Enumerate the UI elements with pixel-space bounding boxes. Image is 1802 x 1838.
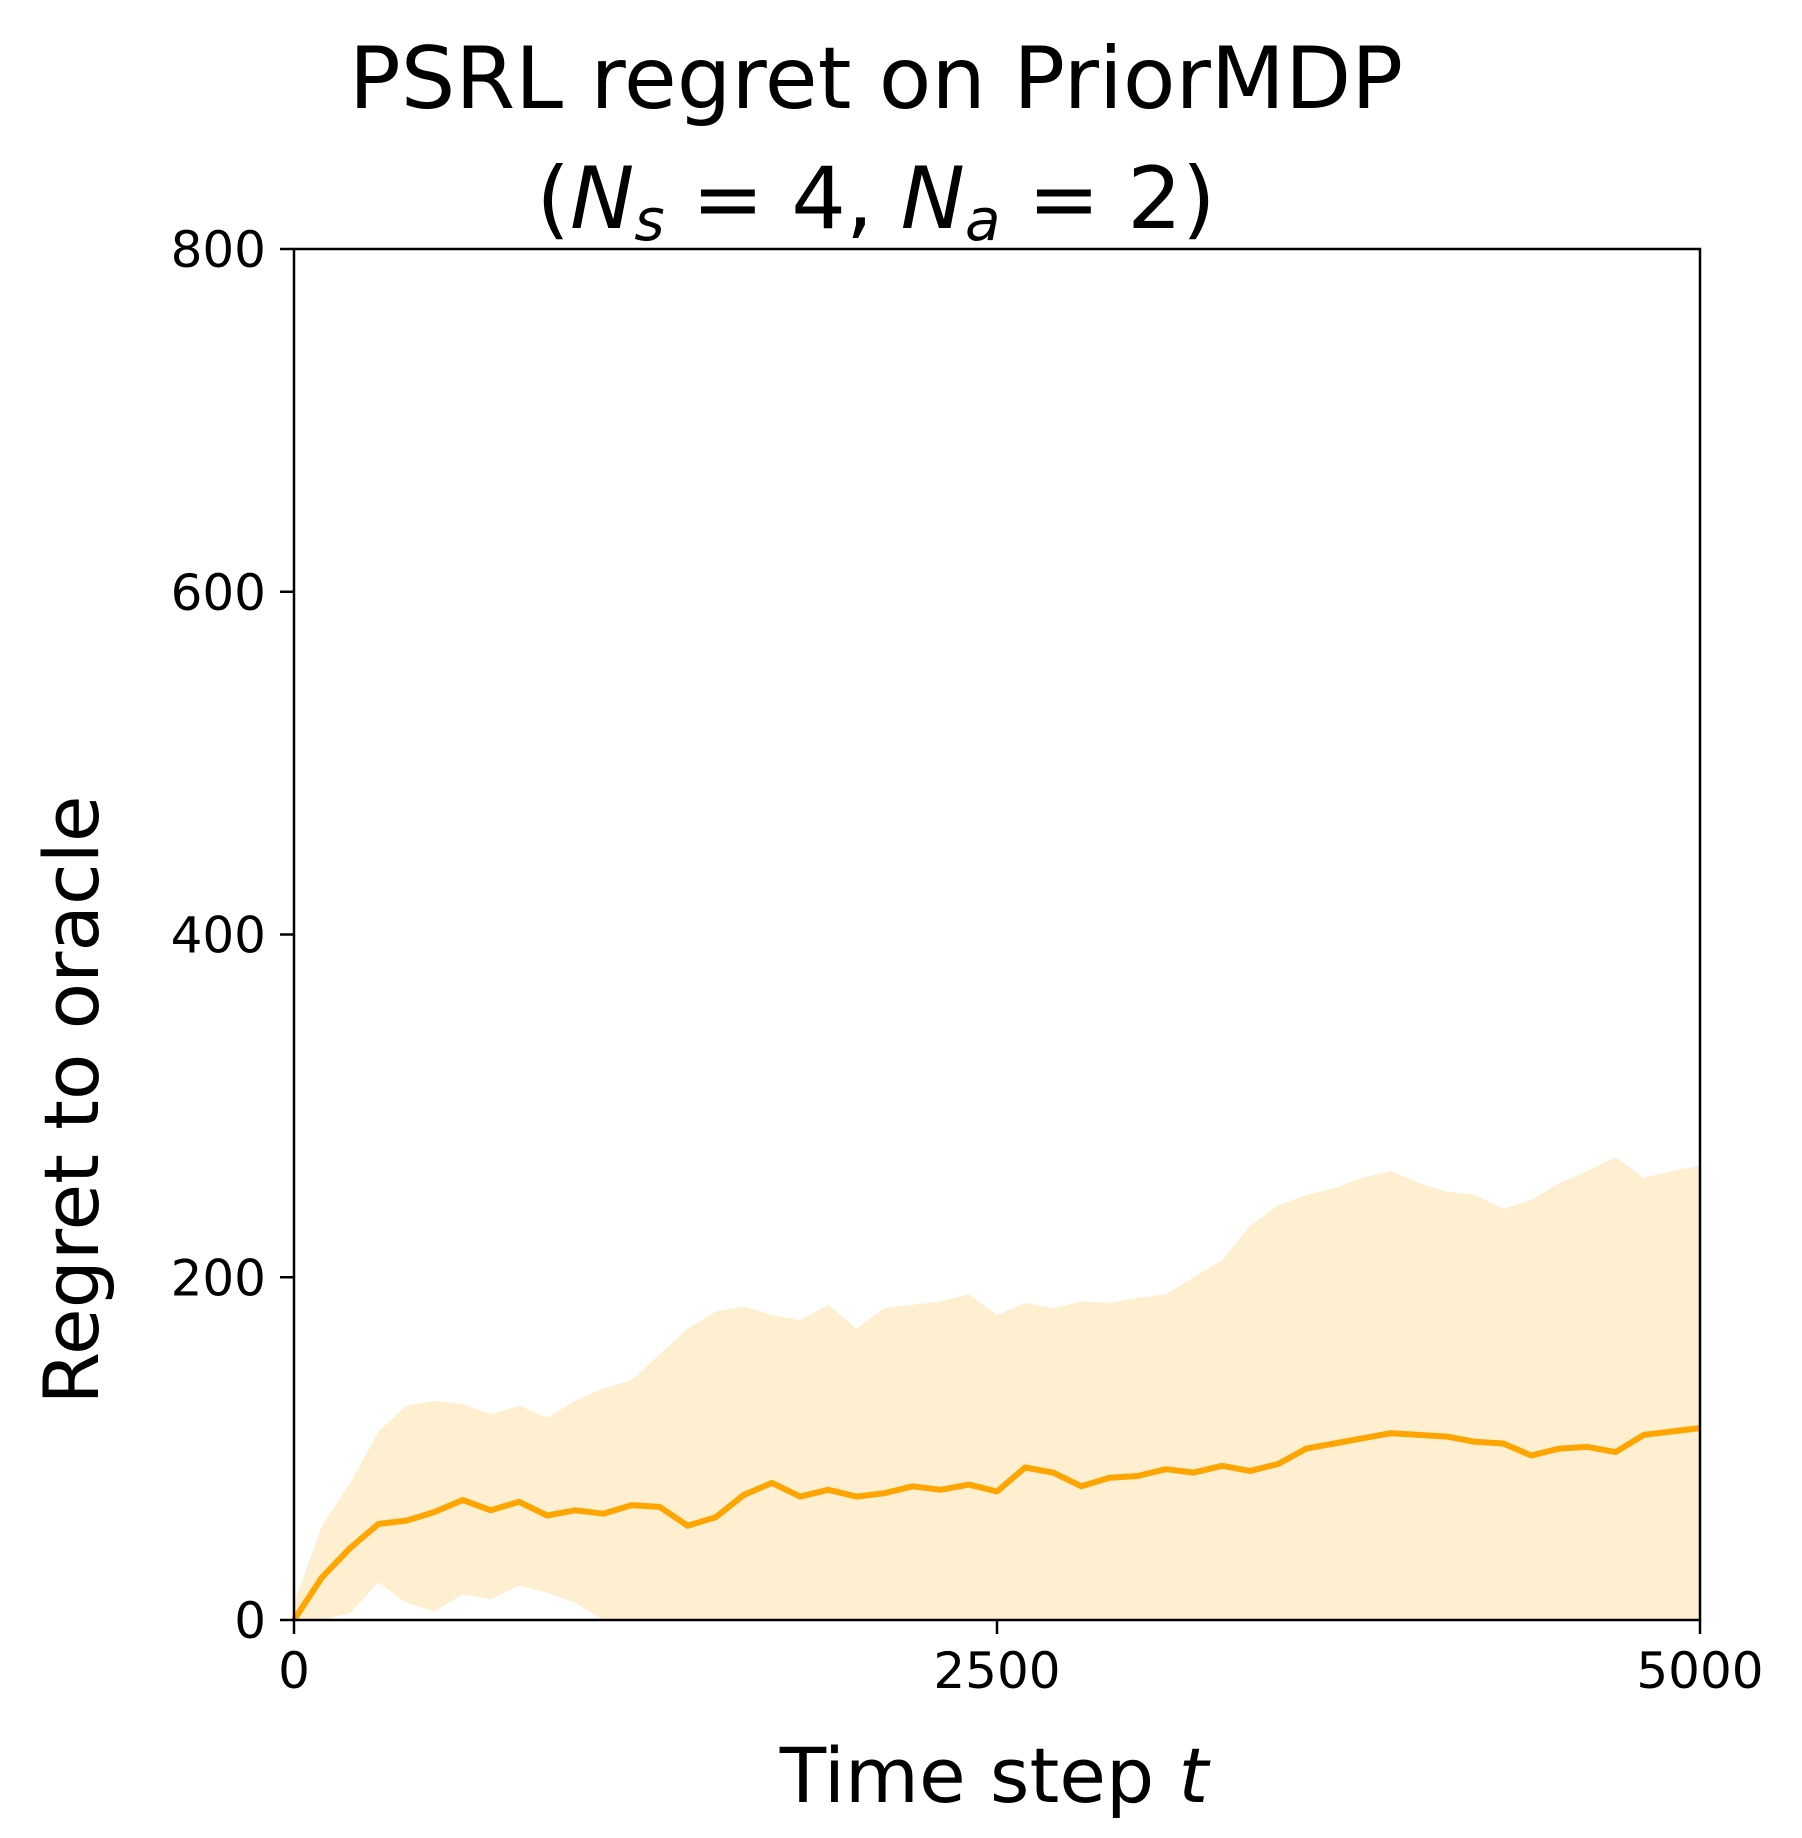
x-tick-label: 2500 <box>933 1642 1060 1700</box>
confidence-band-layer <box>294 1157 1700 1620</box>
confidence-band <box>294 1157 1700 1620</box>
x-ticks: 0 2500 5000 <box>278 1620 1764 1700</box>
series-line-layer <box>291 1425 1701 1622</box>
y-tick-label: 600 <box>171 564 266 622</box>
x-tick-label: 0 <box>278 1642 310 1700</box>
subtitle-sub1: s <box>634 186 664 254</box>
y-tick-label: 0 <box>234 1592 266 1650</box>
y-tick-label: 400 <box>171 907 266 965</box>
subtitle-eq1: = 4, <box>665 149 901 249</box>
y-axis-label: Regret to oracle <box>27 795 116 1404</box>
subtitle-n2: N <box>901 149 965 249</box>
x-axis-label-var: t <box>1178 1731 1211 1820</box>
chart-title: PSRL regret on PriorMDP <box>349 29 1403 129</box>
subtitle-n1: N <box>570 149 634 249</box>
y-tick-label: 800 <box>171 221 266 279</box>
subtitle-open: ( <box>536 149 570 249</box>
y-ticks: 0 200 400 600 800 <box>171 221 294 1650</box>
subtitle-eq2: = 2) <box>1001 149 1216 249</box>
chart-subtitle: (Ns = 4, Na = 2) <box>536 149 1215 254</box>
x-axis-label: Time step t <box>779 1731 1212 1820</box>
x-tick-label: 5000 <box>1636 1642 1763 1700</box>
x-axis-label-text: Time step <box>779 1731 1179 1820</box>
y-tick-label: 200 <box>171 1249 266 1307</box>
mean-regret-line <box>291 1425 1701 1622</box>
subtitle-sub2: a <box>965 186 1001 254</box>
